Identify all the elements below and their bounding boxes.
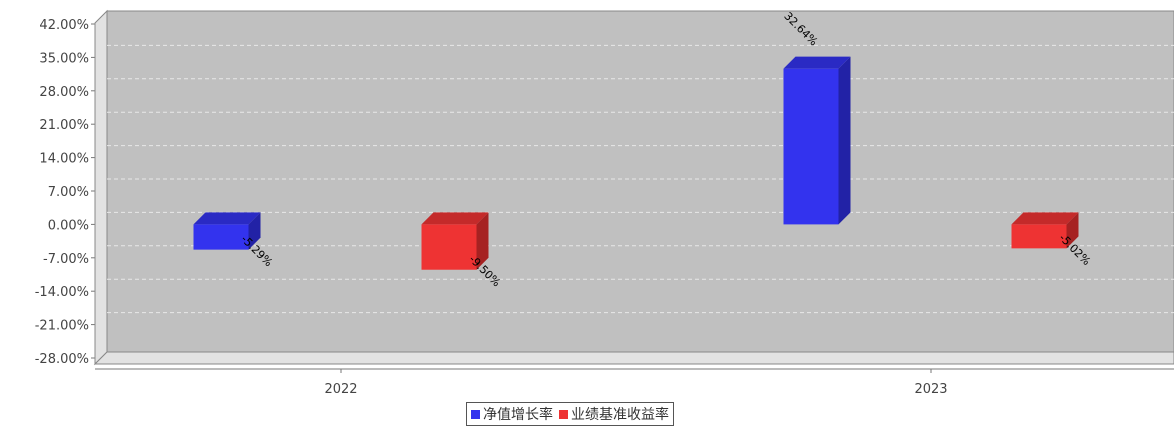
y-tick-label: 35.00% — [39, 51, 89, 66]
gridlines — [107, 44, 1174, 314]
left-wall — [94, 9, 108, 366]
y-tick-label: -7.00% — [43, 252, 89, 267]
y-tick-label: 42.00% — [39, 18, 89, 33]
bar-top — [421, 212, 489, 225]
legend-label-series-1: 净值增长率 — [483, 407, 553, 423]
y-tick-label: 7.00% — [48, 185, 89, 200]
bar-side — [1066, 212, 1079, 249]
bar-face — [783, 68, 839, 225]
x-tick-label-2022: 2022 — [324, 382, 357, 397]
bar-业绩基准收益率-2023 — [1011, 212, 1079, 249]
bar-side — [476, 212, 489, 270]
legend: 净值增长率 业绩基准收益率 — [466, 402, 674, 426]
plot-background — [106, 10, 1174, 353]
y-tick-label: 0.00% — [48, 218, 89, 233]
y-axis-ticks: 42.00% 35.00% 28.00% 21.00% 14.00% 7.00% 0.00%… — [35, 18, 96, 367]
bar-side — [248, 212, 261, 250]
y-tick-label: -28.00% — [35, 352, 89, 367]
bar-净值增长率-2022 — [193, 212, 261, 250]
bar-净值增长率-2023 — [783, 56, 851, 225]
y-tick-label: 28.00% — [39, 85, 89, 100]
plot-frame — [93, 9, 1174, 366]
legend-swatch-series-1 — [471, 409, 480, 419]
bar-face — [193, 224, 249, 250]
x-axis: 2022 2023 — [95, 368, 1174, 397]
bar-top — [1011, 212, 1079, 225]
x-tick-label-2023: 2023 — [914, 382, 947, 397]
y-tick-label: 14.00% — [39, 152, 89, 167]
bar-side — [838, 56, 851, 225]
legend-item-series-1: 净值增长率 — [471, 404, 553, 424]
y-tick-label: -21.00% — [35, 319, 89, 334]
bar-业绩基准收益率-2022 — [421, 212, 489, 270]
legend-swatch-series-2 — [559, 409, 568, 419]
legend-item-series-2: 业绩基准收益率 — [559, 404, 669, 424]
legend-label-series-2: 业绩基准收益率 — [571, 407, 669, 423]
floor — [93, 351, 1174, 365]
y-tick-label: -14.00% — [35, 285, 89, 300]
bar-chart: 42.00% 35.00% 28.00% 21.00% 14.00% 7.00% 0.00%… — [35, 9, 1174, 397]
bar-face — [1011, 224, 1067, 249]
bar-face — [421, 224, 477, 270]
y-tick-label: 21.00% — [39, 118, 89, 133]
bar-top — [783, 56, 851, 69]
bars — [193, 56, 1079, 270]
bar-top — [193, 212, 261, 225]
